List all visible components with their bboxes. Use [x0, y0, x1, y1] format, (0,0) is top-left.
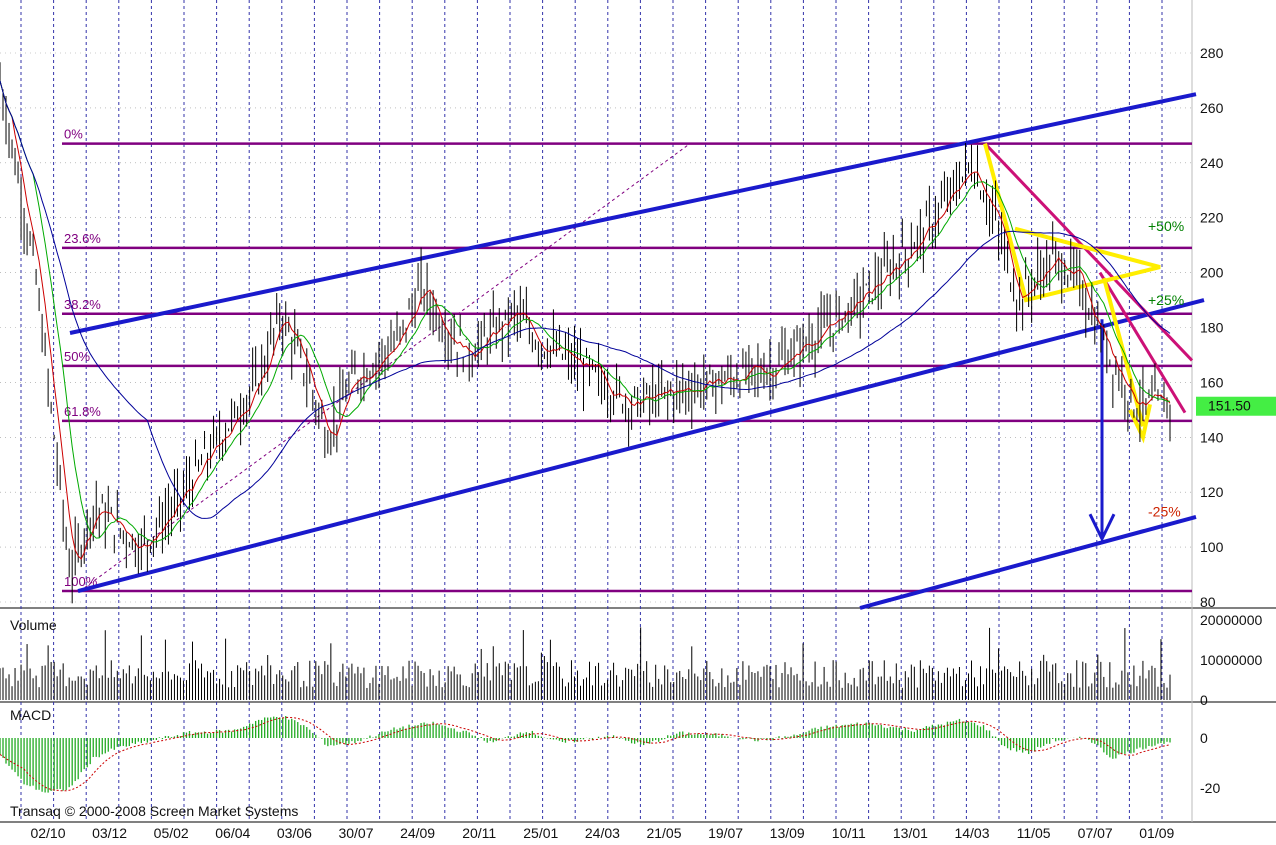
price-axis-tick-label: 120 [1200, 484, 1224, 500]
date-axis-tick-label: 02/10 [30, 825, 65, 841]
volume-pane-title: Volume [10, 617, 57, 633]
upper-channel-line [69, 92, 1197, 335]
triangle-pattern [983, 143, 1161, 303]
moving-average-line [0, 80, 1171, 560]
price-series [0, 62, 1171, 604]
fibonacci-label: 61.8% [64, 404, 101, 419]
percent-target-label: +25% [1148, 292, 1184, 308]
volume-pane [0, 627, 1171, 700]
date-axis-tick-label: 07/07 [1078, 825, 1113, 841]
fibonacci-label: 50% [64, 349, 90, 364]
moving-average-line [0, 80, 1171, 519]
price-axis-tick-label: 200 [1200, 265, 1224, 281]
date-axis-tick-label: 13/01 [893, 825, 928, 841]
date-axis-tick-label: 20/11 [462, 825, 496, 841]
price-axis-tick-label: 100 [1200, 539, 1224, 555]
price-axis-tick-label: 160 [1200, 374, 1224, 390]
date-axis-tick-label: 25/01 [523, 825, 558, 841]
date-axis-tick-label: 13/09 [770, 825, 805, 841]
annotations: +50% +25% -25% 151.50 [1148, 218, 1276, 519]
macd-pane-title: MACD [10, 707, 51, 723]
lower-channel-line [77, 298, 1205, 593]
fibonacci-label: 0% [64, 127, 83, 142]
date-axis-tick-label: 30/07 [338, 825, 373, 841]
price-axis-tick-label: 80 [1200, 594, 1216, 610]
last-price-badge [1196, 396, 1276, 416]
target-arrow-head [1088, 513, 1116, 543]
fibonacci-levels: 0%23.6%38.2%50%61.8%100% [62, 127, 1192, 593]
volume-axis-tick-label: 0 [1200, 692, 1208, 708]
date-axis-tick-label: 24/09 [400, 825, 435, 841]
percent-target-label: +50% [1148, 218, 1184, 234]
date-axis-tick-label: 03/12 [92, 825, 127, 841]
date-axis-tick-label: 19/07 [708, 825, 743, 841]
fibonacci-label: 23.6% [64, 231, 101, 246]
price-axis-tick-label: 220 [1200, 210, 1224, 226]
volume-axis-tick-label: 20000000 [1200, 612, 1263, 628]
date-axis-tick-label: 03/06 [277, 825, 312, 841]
date-axis-tick-label: 01/09 [1139, 825, 1174, 841]
macd-axis-tick-label: 0 [1200, 730, 1208, 746]
date-axis-tick-label: 05/02 [154, 825, 189, 841]
date-axis-tick-label: 21/05 [646, 825, 681, 841]
fibonacci-label: 38.2% [64, 297, 101, 312]
downtrend-line [1098, 271, 1187, 414]
volume-axis-tick-label: 10000000 [1200, 652, 1263, 668]
percent-target-label: -25% [1148, 503, 1181, 519]
macd-signal-line [0, 716, 1171, 792]
last-price-label: 151.50 [1208, 398, 1251, 414]
date-axis-tick-label: 11/05 [1017, 825, 1051, 841]
date-axis-tick-label: 06/04 [215, 825, 250, 841]
axes: 80 100 120 140 160 180 200 220 240 260 280 02/10 03/… [30, 45, 1262, 841]
price-axis-tick-label: 260 [1200, 100, 1224, 116]
moving-average-line [0, 80, 1170, 543]
price-axis-tick-label: 240 [1200, 155, 1224, 171]
price-axis-tick-label: 180 [1200, 320, 1224, 336]
date-axis-tick-label: 14/03 [954, 825, 989, 841]
macd-axis-tick-label: -20 [1200, 780, 1220, 796]
trend-lines [69, 92, 1205, 610]
price-axis-tick-label: 140 [1200, 429, 1224, 445]
date-axis-tick-label: 24/03 [585, 825, 620, 841]
price-axis-tick-label: 280 [1200, 45, 1224, 61]
breakdown-arrow-head [1128, 403, 1152, 444]
macd-pane [0, 716, 1171, 793]
copyright-text: Transaq © 2000-2008 Screen Market System… [10, 803, 298, 819]
projected-channel-line [859, 514, 1197, 610]
date-axis-tick-label: 10/11 [832, 825, 866, 841]
